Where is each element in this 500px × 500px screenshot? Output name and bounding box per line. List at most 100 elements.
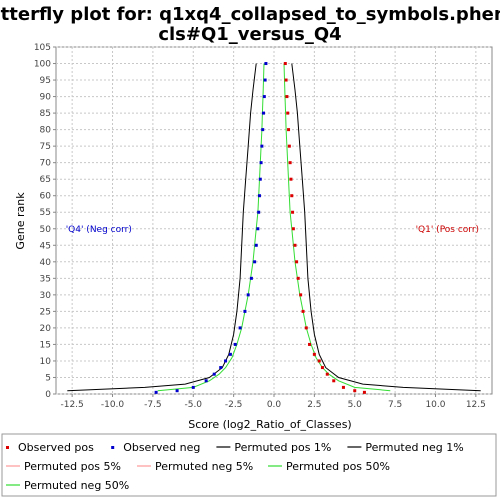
data-point-1 [233, 342, 237, 346]
data-point-0 [289, 177, 293, 181]
data-point-0 [287, 144, 291, 148]
data-point-0 [295, 260, 299, 264]
legend-label: Observed pos [18, 441, 94, 454]
y-tick-label: 0 [45, 390, 51, 400]
data-point-0 [341, 385, 345, 389]
data-point-1 [264, 62, 268, 66]
x-tick-label: 2.5 [307, 400, 321, 410]
data-point-1 [254, 243, 258, 247]
y-tick-label: 80 [40, 126, 52, 136]
data-point-0 [308, 342, 312, 346]
x-tick-label: 7.5 [388, 400, 402, 410]
y-tick-label: 85 [40, 109, 51, 119]
data-point-1 [154, 390, 158, 394]
y-axis-label: Gene rank [14, 192, 27, 250]
data-point-0 [291, 227, 295, 231]
y-tick-label: 65 [40, 175, 51, 185]
y-tick-label: 20 [40, 324, 52, 334]
data-point-0 [286, 111, 290, 115]
data-point-0 [317, 359, 321, 363]
series-line-2 [291, 63, 481, 392]
legend-label: Permuted pos 1% [234, 441, 331, 454]
chart-title-line1: Butterfly plot for: q1xq4_collapsed_to_s… [0, 4, 500, 25]
y-tick-label: 75 [40, 142, 51, 152]
legend-box [1, 433, 497, 497]
data-point-0 [293, 243, 297, 247]
data-point-0 [304, 326, 308, 330]
data-point-1 [204, 379, 208, 383]
y-tick-label: 45 [40, 241, 51, 251]
chart-title-line2: cls#Q1_versus_Q4 [158, 24, 341, 45]
y-tick-label: 30 [40, 291, 52, 301]
y-tick-label: 95 [40, 76, 51, 86]
data-point-1 [249, 276, 253, 280]
legend-swatch [111, 446, 115, 449]
data-point-0 [284, 78, 288, 82]
legend-label: Observed neg [123, 441, 200, 454]
legend: Observed pos Observed neg Permuted pos 1% P… [1, 433, 497, 497]
y-tick-label: 40 [40, 258, 52, 268]
data-point-1 [228, 352, 232, 356]
y-tick-label: 35 [40, 274, 51, 284]
plot-area: 0 5 10 15 20 25 30 35 40 45 50 55 60 65 70 75 80 85 90 95 10… [34, 43, 493, 410]
data-point-1 [243, 309, 247, 313]
data-point-0 [288, 161, 292, 165]
data-point-1 [224, 359, 228, 363]
data-point-1 [257, 194, 261, 198]
data-point-1 [191, 385, 195, 389]
data-point-1 [212, 372, 216, 376]
data-point-0 [312, 352, 316, 356]
y-tick-label: 70 [40, 159, 52, 169]
x-axis-label: Score (log2_Ratio_of_Classes) [188, 418, 351, 431]
y-tick-label: 15 [40, 340, 51, 350]
legend-label: Permuted neg 5% [155, 460, 253, 473]
x-tick-label: -12.5 [60, 400, 83, 410]
y-tick-label: 60 [40, 192, 52, 202]
data-point-1 [238, 326, 242, 330]
data-point-1 [263, 78, 267, 82]
data-point-1 [259, 161, 263, 165]
y-tick-label: 50 [40, 225, 52, 235]
data-point-0 [299, 293, 303, 297]
data-point-0 [296, 276, 300, 280]
legend-swatch [6, 446, 9, 449]
data-point-1 [246, 293, 250, 297]
y-tick-label: 5 [45, 373, 51, 383]
data-point-0 [291, 210, 295, 214]
annotation-label: 'Q1' (Pos corr) [416, 225, 480, 235]
legend-label: Permuted neg 50% [24, 479, 129, 492]
data-point-0 [287, 128, 291, 132]
legend-label: Permuted pos 5% [24, 460, 121, 473]
data-point-1 [258, 177, 262, 181]
x-tick-label: 0.0 [267, 400, 282, 410]
data-point-1 [219, 366, 223, 370]
x-tick-label: -7.5 [144, 400, 162, 410]
y-tick-label: 90 [40, 93, 52, 103]
x-tick-label: -5.0 [184, 400, 202, 410]
y-tick-label: 55 [40, 208, 51, 218]
y-tick-label: 105 [34, 43, 51, 53]
x-tick-label: -2.5 [225, 400, 243, 410]
x-tick-label: 5.0 [348, 400, 363, 410]
data-point-1 [257, 210, 261, 214]
y-tick-label: 100 [34, 60, 51, 70]
data-point-0 [353, 389, 357, 393]
data-point-1 [256, 227, 260, 231]
data-point-0 [320, 366, 324, 370]
data-point-0 [332, 379, 336, 383]
y-tick-label: 25 [40, 307, 51, 317]
data-point-0 [362, 390, 366, 394]
data-point-1 [262, 111, 266, 115]
data-point-1 [262, 95, 266, 99]
x-tick-label: -10.0 [101, 400, 125, 410]
data-point-1 [261, 128, 265, 132]
data-point-0 [283, 62, 287, 66]
x-tick-label: 10.0 [425, 400, 445, 410]
data-point-0 [290, 194, 294, 198]
data-point-0 [325, 372, 329, 376]
data-point-1 [253, 260, 257, 264]
y-tick-label: 10 [40, 357, 52, 367]
data-point-0 [301, 309, 305, 313]
series-line-7 [157, 63, 265, 392]
